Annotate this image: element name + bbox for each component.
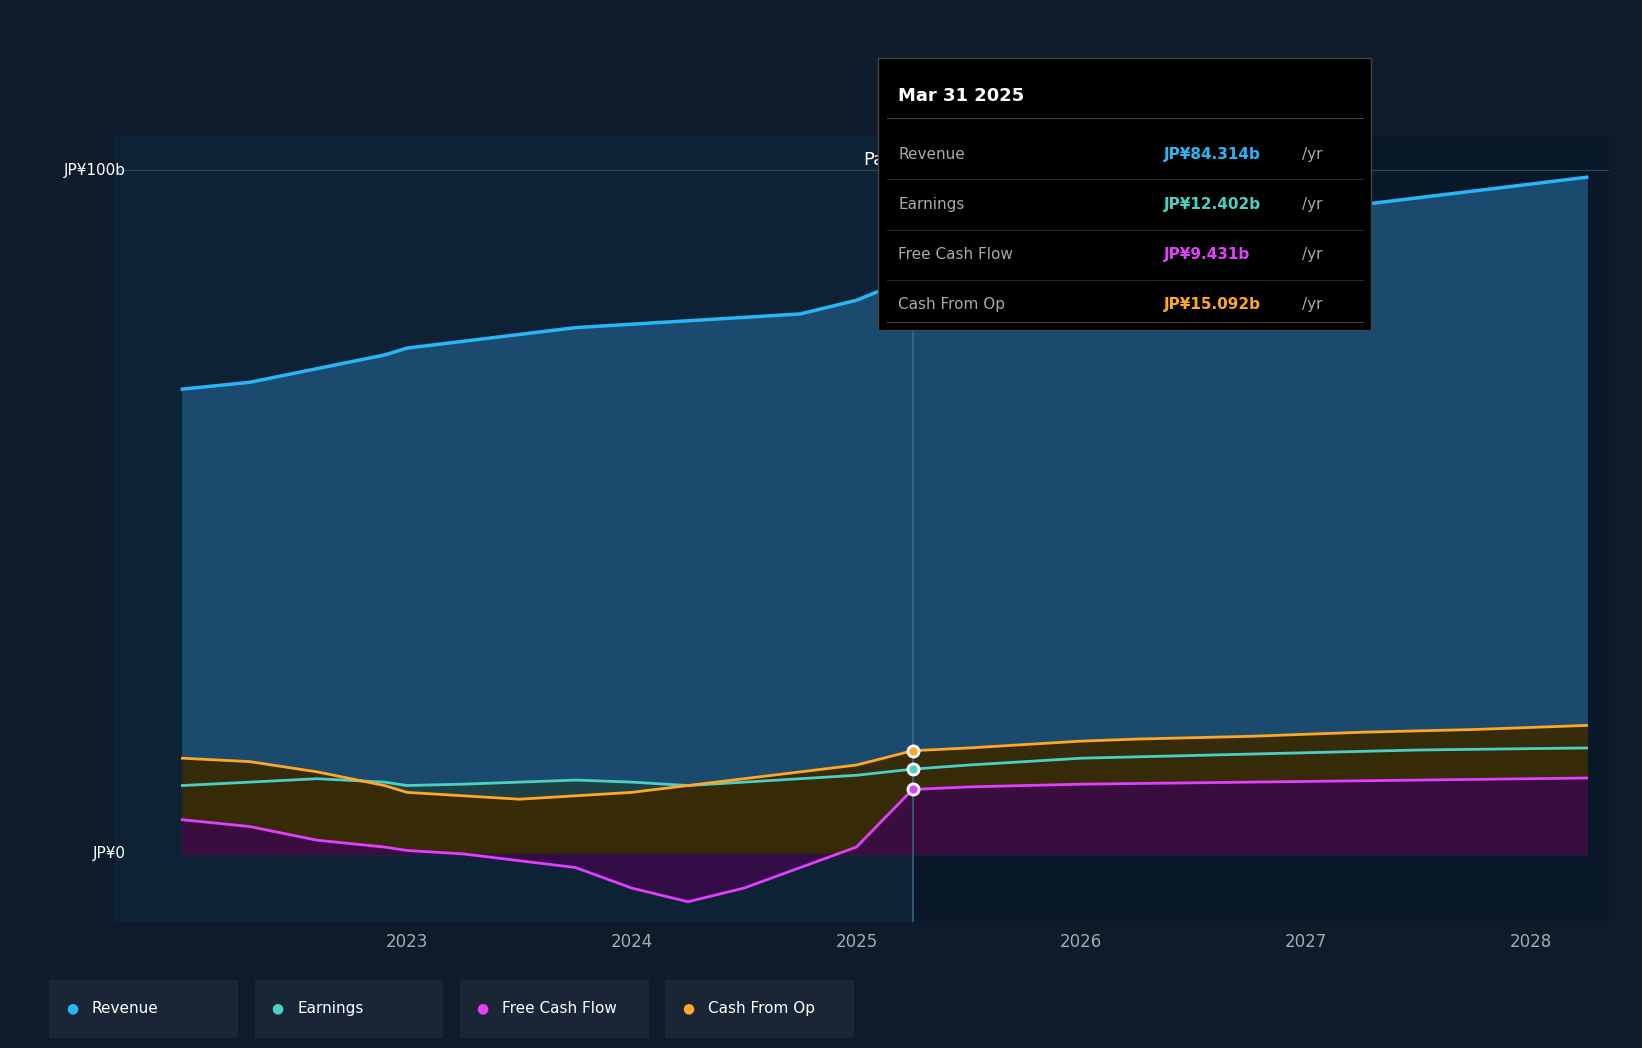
Text: ●: ●: [681, 1002, 695, 1016]
Text: JP¥12.402b: JP¥12.402b: [1164, 197, 1261, 212]
Text: ●: ●: [66, 1002, 79, 1016]
Text: JP¥0: JP¥0: [94, 847, 126, 861]
Text: Mar 31 2025: Mar 31 2025: [898, 87, 1025, 105]
Text: Earnings: Earnings: [297, 1001, 363, 1017]
Bar: [115, 136, 913, 922]
Text: /yr: /yr: [1302, 197, 1322, 212]
Text: /yr: /yr: [1302, 247, 1322, 262]
Text: Analysts Forecasts: Analysts Forecasts: [931, 151, 1098, 169]
Text: JP¥100b: JP¥100b: [64, 162, 126, 178]
Text: Past: Past: [864, 151, 901, 169]
Text: /yr: /yr: [1302, 147, 1322, 161]
Text: ●: ●: [271, 1002, 284, 1016]
Bar: [913, 136, 1632, 922]
Text: /yr: /yr: [1302, 298, 1322, 312]
Text: Cash From Op: Cash From Op: [708, 1001, 814, 1017]
Text: Earnings: Earnings: [898, 197, 964, 212]
Text: JP¥15.092b: JP¥15.092b: [1164, 298, 1261, 312]
Text: ●: ●: [476, 1002, 489, 1016]
Text: Revenue: Revenue: [92, 1001, 159, 1017]
Text: Free Cash Flow: Free Cash Flow: [502, 1001, 617, 1017]
Text: Cash From Op: Cash From Op: [898, 298, 1005, 312]
Text: JP¥84.314b: JP¥84.314b: [1164, 147, 1261, 161]
Text: Free Cash Flow: Free Cash Flow: [898, 247, 1013, 262]
Text: JP¥9.431b: JP¥9.431b: [1164, 247, 1251, 262]
Text: Revenue: Revenue: [898, 147, 965, 161]
